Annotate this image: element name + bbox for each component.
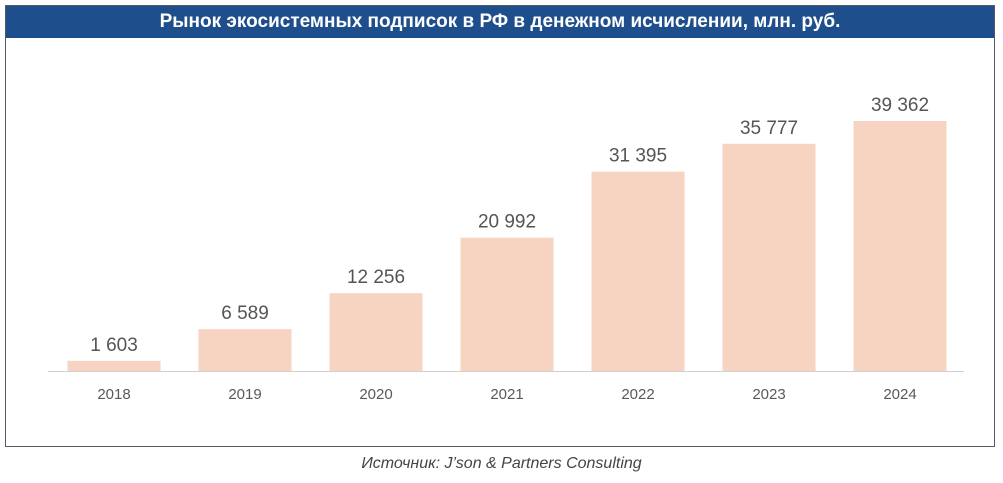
value-label-2022: 31 395: [609, 146, 667, 167]
x-tick-label-2019: 2019: [228, 386, 261, 403]
bars-layer: [67, 121, 947, 371]
bar-2018: [67, 360, 161, 371]
bar-2021: [460, 237, 554, 371]
value-label-2023: 35 777: [740, 118, 798, 139]
bar-chart: 1 603 2018 6 589 2019 12 256 2020 20 992 2021 31…: [48, 95, 964, 403]
x-tick-label-2018: 2018: [97, 386, 130, 403]
chart-frame: Рынок экосистемных подписок в РФ в денеж…: [5, 5, 995, 447]
chart-title: Рынок экосистемных подписок в РФ в денеж…: [6, 6, 994, 38]
x-tick-label-2021: 2021: [490, 386, 523, 403]
x-tick-label-2022: 2022: [621, 386, 654, 403]
bar-2023: [722, 143, 816, 371]
bar-2022: [591, 171, 685, 371]
source-note: Источник: J’son & Partners Consulting: [361, 455, 642, 472]
value-label-2019: 6 589: [221, 303, 269, 324]
labels-layer: 1 603 2018 6 589 2019 12 256 2020 20 992 2021 31…: [90, 95, 929, 403]
value-label-2018: 1 603: [90, 335, 138, 356]
value-label-2020: 12 256: [347, 267, 405, 288]
bar-2020: [329, 293, 423, 371]
bar-2019: [198, 329, 292, 371]
x-tick-label-2024: 2024: [883, 386, 916, 403]
x-tick-label-2023: 2023: [752, 386, 785, 403]
bar-2024: [853, 121, 947, 371]
x-tick-label-2020: 2020: [359, 386, 392, 403]
value-label-2024: 39 362: [871, 95, 929, 116]
value-label-2021: 20 992: [478, 212, 536, 233]
